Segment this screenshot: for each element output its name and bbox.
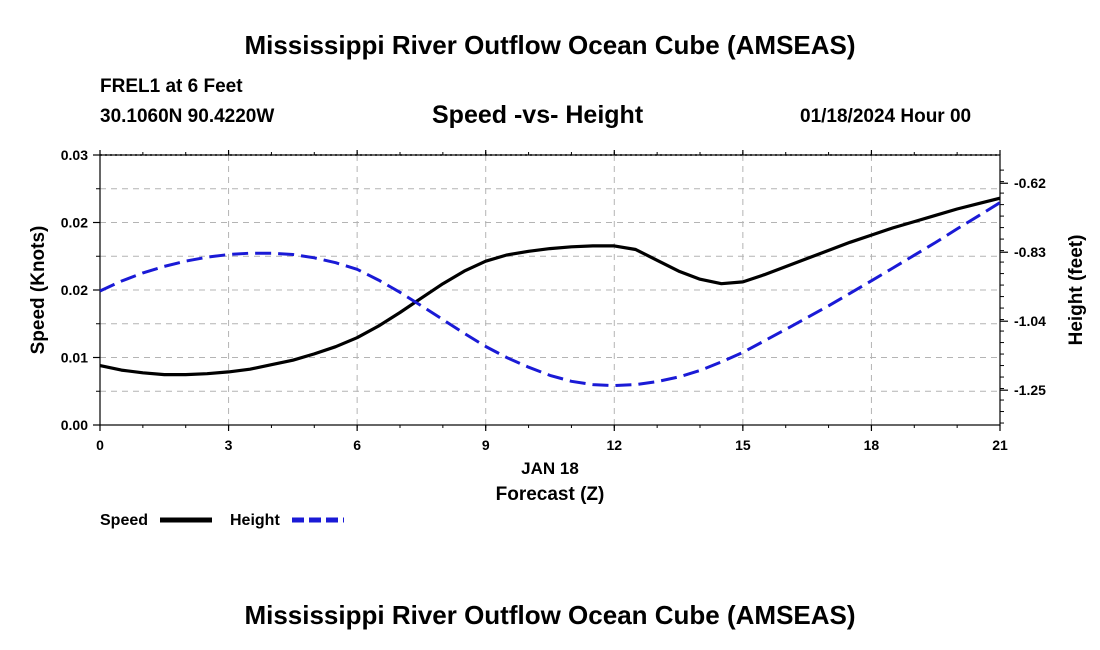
- axis-tick-labels: 0 3 6 9 12 15 18 21 0.00 0.01 0.02 0.02 0.03 -1.25 -1.…: [61, 147, 1046, 453]
- y-right-tick-label: -1.25: [1014, 382, 1046, 398]
- x-tick-label: 6: [353, 437, 361, 453]
- x-tick-label: 9: [482, 437, 490, 453]
- legend: Speed Height: [100, 512, 344, 529]
- y-right-tick-label: -0.83: [1014, 244, 1046, 260]
- coordinates-label: 30.1060N 90.4220W: [100, 106, 275, 127]
- x-axis-label: Forecast (Z): [496, 484, 605, 505]
- x-tick-label: 21: [992, 437, 1008, 453]
- y-left-tick-label: 0.03: [61, 147, 88, 163]
- y-left-tick-label: 0.01: [61, 350, 88, 366]
- station-label: FREL1 at 6 Feet: [100, 76, 243, 97]
- x-tick-label: 12: [606, 437, 622, 453]
- y-axis-left-label: Speed (Knots): [28, 226, 49, 355]
- chart-subtitle: Speed -vs- Height: [432, 101, 644, 129]
- grid-layer: [100, 154, 1000, 425]
- y-left-tick-label: 0.02: [61, 282, 88, 298]
- y-left-tick-label: 0.00: [61, 417, 88, 433]
- y-right-tick-label: -1.04: [1014, 313, 1046, 329]
- x-tick-label: 15: [735, 437, 751, 453]
- footer-title: Mississippi River Outflow Ocean Cube (AM…: [244, 600, 856, 630]
- x-tick-label: 18: [864, 437, 880, 453]
- series-line-speed: [99, 196, 1001, 377]
- x-axis-date-label: JAN 18: [521, 459, 579, 478]
- chart-title: Mississippi River Outflow Ocean Cube (AM…: [244, 30, 856, 60]
- y-right-tick-label: -0.62: [1014, 175, 1046, 191]
- y-left-tick-label: 0.02: [61, 215, 88, 231]
- x-tick-label: 3: [225, 437, 233, 453]
- series-layer: [99, 196, 1001, 388]
- legend-label-speed: Speed: [100, 512, 148, 529]
- axis-ticks: [93, 150, 1008, 431]
- x-tick-label: 0: [96, 437, 104, 453]
- datetime-label: 01/18/2024 Hour 00: [800, 106, 972, 127]
- series-line-height: [99, 201, 1001, 388]
- legend-label-height: Height: [230, 512, 280, 529]
- y-axis-right-label: Height (feet): [1066, 235, 1087, 346]
